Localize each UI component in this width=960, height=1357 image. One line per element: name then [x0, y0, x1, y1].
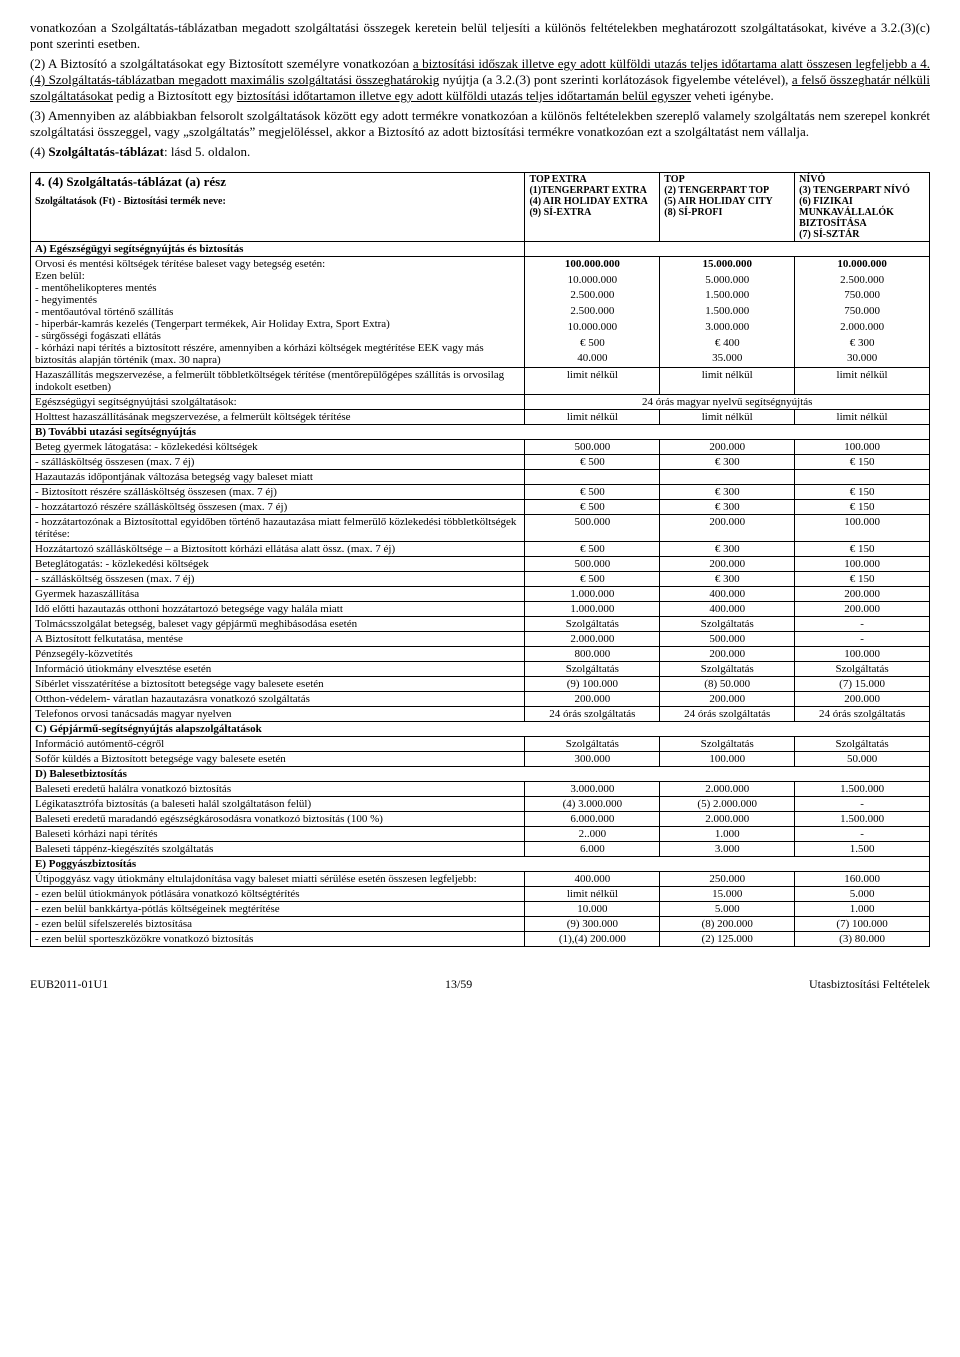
p2-mid: nyújtja (a 3.2.(3) pont szerinti korláto… — [439, 72, 792, 87]
para-3: (3) Amennyiben az alábbiakban felsorolt … — [30, 108, 930, 140]
table-row: Baleseti eredetű maradandó egészségkáros… — [31, 812, 930, 827]
table-row: Orvosi és mentési költségek térítése bal… — [31, 257, 930, 273]
table-row: Telefonos orvosi tanácsadás magyar nyelv… — [31, 707, 930, 722]
table-row: - ezen belül útiokmányok pótlására vonat… — [31, 887, 930, 902]
table-row: Baleseti kórházi napi térítés2..0001.000… — [31, 827, 930, 842]
p4-b: Szolgáltatás-táblázat — [48, 144, 164, 159]
table-row: - hozzátartozó részére szállásköltség ös… — [31, 500, 930, 515]
table-row: Holttest hazaszállításának megszervezése… — [31, 410, 930, 425]
table-row: Beteglátogatás: - közlekedési költségek5… — [31, 557, 930, 572]
table-row: Baleseti táppénz-kiegészítés szolgáltatá… — [31, 842, 930, 857]
table-row: - Biztosított részére szállásköltség öss… — [31, 485, 930, 500]
para-1: vonatkozóan a Szolgáltatás-táblázatban m… — [30, 20, 930, 52]
p2-end: veheti igénybe. — [691, 88, 774, 103]
p4-pre: (4) — [30, 144, 48, 159]
para-4: (4) Szolgáltatás-táblázat: lásd 5. oldal… — [30, 144, 930, 160]
table-row: - ezen belül sporteszközökre vonatkozó b… — [31, 932, 930, 947]
col-header-2: TOP (2) TENGERPART TOP (5) AIR HOLIDAY C… — [660, 173, 795, 242]
service-table: 4. (4) Szolgáltatás-táblázat (a) rész Sz… — [30, 172, 930, 947]
page-footer: EUB2011-01U1 13/59 Utasbiztosítási Felté… — [30, 977, 930, 992]
table-row: Otthon-védelem- váratlan hazautazásra vo… — [31, 692, 930, 707]
table-row: B) További utazási segítségnyújtás — [31, 425, 930, 440]
table-row: Idő előtti hazautazás otthoni hozzátarto… — [31, 602, 930, 617]
footer-center: 13/59 — [445, 977, 472, 992]
p2-mid2: pedig a Biztosított egy — [113, 88, 237, 103]
p2-u3: biztosítási időtartamon illetve egy adot… — [237, 88, 691, 103]
table-row: A) Egészségügyi segítségnyújtás és bizto… — [31, 242, 930, 257]
table-row: - szállásköltség összesen (max. 7 éj)€ 5… — [31, 455, 930, 470]
table-row: A Biztosított felkutatása, mentése2.000.… — [31, 632, 930, 647]
table-row: - szállásköltség összesen (max. 7 éj)€ 5… — [31, 572, 930, 587]
table-subtitle: Szolgáltatások (Ft) - Biztosítási termék… — [35, 196, 520, 207]
p2-pre: (2) A Biztosító a szolgáltatásokat egy B… — [30, 56, 413, 71]
col-header-1: TOP EXTRA (1)TENGERPART EXTRA (4) AIR HO… — [525, 173, 660, 242]
table-row: - ezen belül sífelszerelés biztosítása(9… — [31, 917, 930, 932]
footer-right: Utasbiztosítási Feltételek — [809, 977, 930, 992]
table-row: Beteg gyermek látogatása: - közlekedési … — [31, 440, 930, 455]
table-row: Információ autómentő-cégrőlSzolgáltatásS… — [31, 737, 930, 752]
table-row: D) Balesetbiztosítás — [31, 767, 930, 782]
table-row: C) Gépjármű-segítségnyújtás alapszolgált… — [31, 722, 930, 737]
table-row: Légikatasztrófa biztosítás (a baleseti h… — [31, 797, 930, 812]
table-row: Információ útiokmány elvesztése eseténSz… — [31, 662, 930, 677]
para-2: (2) A Biztosító a szolgáltatásokat egy B… — [30, 56, 930, 104]
table-row: Hazaszállítás megszervezése, a felmerült… — [31, 368, 930, 395]
table-row: Baleseti eredetű halálra vonatkozó bizto… — [31, 782, 930, 797]
footer-left: EUB2011-01U1 — [30, 977, 108, 992]
table-row: Hozzátartozó szállásköltsége – a Biztosí… — [31, 542, 930, 557]
table-row: Útipoggyász vagy útiokmány eltulajdonítá… — [31, 872, 930, 887]
table-row: Síbérlet visszatérítése a biztosított be… — [31, 677, 930, 692]
p4-post: : lásd 5. oldalon. — [164, 144, 250, 159]
table-row: Egészségügyi segítségnyújtási szolgáltat… — [31, 395, 930, 410]
table-row: Tolmácsszolgálat betegség, baleset vagy … — [31, 617, 930, 632]
table-row: Hazautazás időpontjának változása betegs… — [31, 470, 930, 485]
table-row: E) Poggyászbiztosítás — [31, 857, 930, 872]
table-row: Sofőr küldés a Biztosított betegsége vag… — [31, 752, 930, 767]
table-row: - hozzátartozónak a Biztosítottal egyidő… — [31, 515, 930, 542]
table-header-row: 4. (4) Szolgáltatás-táblázat (a) rész Sz… — [31, 173, 930, 242]
col-header-3: NÍVÓ (3) TENGERPART NÍVÓ (6) FIZIKAI MUN… — [795, 173, 930, 242]
table-row: Gyermek hazaszállítása1.000.000400.00020… — [31, 587, 930, 602]
table-title: 4. (4) Szolgáltatás-táblázat (a) rész — [35, 174, 520, 190]
table-row: Pénzsegély-közvetítés800.000200.000100.0… — [31, 647, 930, 662]
table-row: - ezen belül bankkártya-pótlás költségei… — [31, 902, 930, 917]
